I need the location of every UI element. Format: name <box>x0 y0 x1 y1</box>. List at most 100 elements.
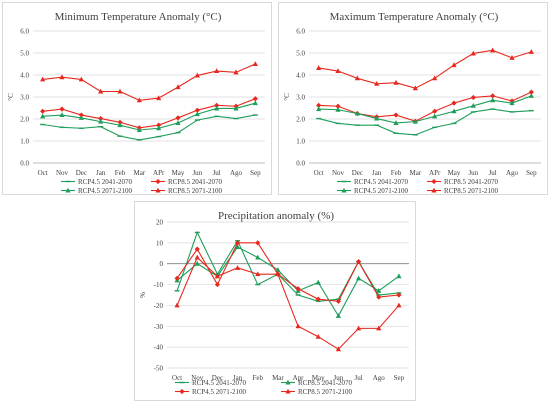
data-point <box>396 273 402 279</box>
data-point <box>376 288 382 293</box>
data-point <box>295 286 301 292</box>
x-tick-label: Mar <box>272 374 284 382</box>
data-point <box>194 260 200 266</box>
precipitation-chart: Precipitation anomaly (%) -50 -40 -30 -20 -1… <box>139 210 409 396</box>
x-tick-label: Jun <box>192 169 202 177</box>
y-tick-label: -40 <box>154 344 164 352</box>
series-line <box>42 102 256 131</box>
data-point <box>214 68 220 74</box>
legend-marker <box>431 187 437 193</box>
data-point <box>451 62 457 68</box>
legend-entry: RCP4.5 2071-2100 <box>337 187 409 195</box>
x-tick-label: Sep <box>526 169 537 177</box>
series-line <box>176 256 400 350</box>
legend-label: RCP4.5 2071-2100 <box>354 187 409 195</box>
data-point <box>194 107 200 113</box>
data-point <box>252 61 258 66</box>
y-tick-label: 20 <box>156 219 164 227</box>
x-tick-label: Nov <box>332 169 345 177</box>
series-line <box>318 91 532 122</box>
y-tick-label: 6.0 <box>20 28 29 36</box>
legend-label: RCP8.5 2071-2100 <box>444 187 499 195</box>
min-temperature-chart: Minimum Temperature Anomaly (°C) 0.0 1.0 2… <box>7 11 265 195</box>
data-point <box>315 279 321 285</box>
x-tick-label: Jul <box>354 374 362 382</box>
data-point <box>315 296 321 302</box>
data-point <box>335 106 341 112</box>
max-temperature-chart-panel: Maximum Temperature Anomaly (°C) 0.0 1.0 2… <box>278 2 548 195</box>
y-tick-label: 6.0 <box>296 28 305 36</box>
x-tick-label: Sep <box>394 374 405 382</box>
y-tick-label: 2.0 <box>20 116 29 124</box>
series-4 <box>316 47 534 91</box>
y-tick-label: 1.0 <box>20 138 29 146</box>
data-point <box>214 281 221 288</box>
x-tick-label: Mar <box>133 169 145 177</box>
data-point <box>117 88 123 94</box>
data-point <box>252 96 258 102</box>
series-1 <box>40 114 258 141</box>
gridlines <box>309 30 541 164</box>
data-point <box>374 115 380 121</box>
series-line <box>42 63 256 101</box>
data-point <box>393 79 399 85</box>
series-3 <box>316 93 534 125</box>
y-tick-label: -30 <box>154 323 164 331</box>
data-point <box>194 111 200 117</box>
data-point <box>156 125 162 131</box>
legend-marker <box>179 388 185 395</box>
x-tick-label: Dec <box>76 169 87 177</box>
legend-marker <box>341 187 347 193</box>
x-tick-label: Nov <box>191 374 204 382</box>
data-point <box>174 302 180 308</box>
y-tick-label: 10 <box>156 239 164 247</box>
x-tick-label: Feb <box>115 169 126 177</box>
data-point <box>432 108 438 114</box>
data-point <box>470 50 476 56</box>
legend-entry: RCP8.5 2041-2070 <box>427 178 499 186</box>
precipitation-chart-panel: Precipitation anomaly (%) -50 -40 -30 -20 -1… <box>134 201 416 401</box>
data-point <box>234 244 241 250</box>
legend-marker <box>285 388 291 394</box>
data-point <box>194 246 200 252</box>
series-line <box>318 49 532 89</box>
y-tick-label: 0 <box>160 260 164 268</box>
x-tick-label: Jun <box>468 169 478 177</box>
data-point <box>194 254 200 260</box>
y-axis-label: °C <box>7 93 15 101</box>
y-tick-label: 0.0 <box>20 160 29 168</box>
legend-marker <box>155 178 161 185</box>
x-tick-label: Oct <box>38 169 48 177</box>
min-temperature-chart-panel: Minimum Temperature Anomaly (°C) 0.0 1.0 2… <box>2 2 272 195</box>
data-point <box>470 94 476 101</box>
data-point <box>355 325 362 331</box>
chart-title: Precipitation anomaly (%) <box>218 210 334 222</box>
data-point <box>432 113 438 119</box>
max-temperature-chart: Maximum Temperature Anomaly (°C) 0.0 1.0 2… <box>283 11 541 195</box>
data-point <box>335 313 342 318</box>
y-tick-label: 5.0 <box>20 50 29 58</box>
legend-entry: RCP8.5 2071-2100 <box>281 388 353 396</box>
data-point <box>374 81 380 86</box>
data-point <box>316 65 322 70</box>
data-point <box>40 113 46 119</box>
data-point <box>252 100 258 106</box>
chart-title: Minimum Temperature Anomaly (°C) <box>55 11 222 23</box>
data-point <box>136 97 142 103</box>
legend-marker <box>431 178 437 185</box>
series-line <box>42 114 256 141</box>
data-point <box>78 115 84 120</box>
data-point <box>315 333 321 339</box>
data-point <box>117 122 123 128</box>
legend-marker <box>155 187 161 193</box>
y-tick-label: 1.0 <box>296 138 305 146</box>
y-tick-label: 4.0 <box>20 72 29 80</box>
legend-label: RCP4.5 2041-2070 <box>78 178 133 186</box>
legend-marker <box>285 379 291 385</box>
data-point <box>376 325 382 331</box>
series-4 <box>40 61 258 103</box>
x-tick-label: May <box>172 169 185 177</box>
data-point <box>295 323 301 329</box>
data-point <box>275 271 281 277</box>
data-point <box>233 69 239 75</box>
